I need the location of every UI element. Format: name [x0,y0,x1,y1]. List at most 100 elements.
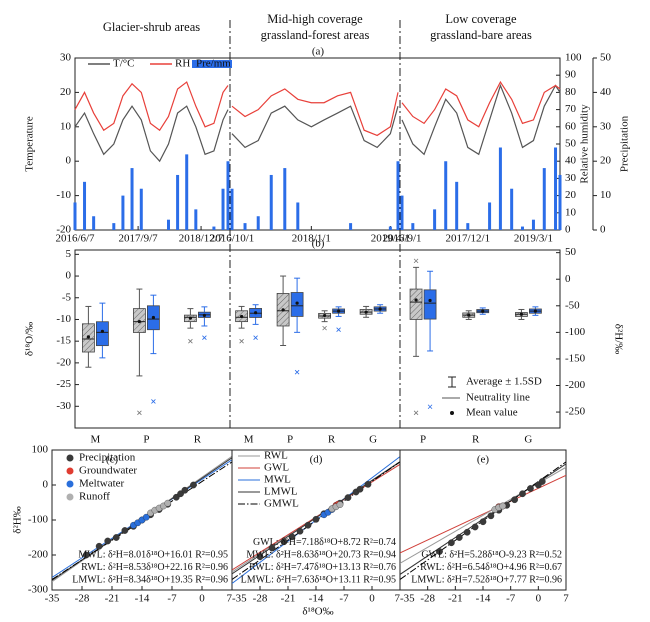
x-tick-label: P [143,434,149,446]
legend-label: Pre/mm [196,58,231,70]
legend-swatch [66,480,74,488]
mean [100,329,104,333]
legend-swatch [66,467,74,475]
panel-label: (e) [477,454,490,466]
point [356,485,364,493]
x-tick-label: M [244,434,254,446]
equation: MWL: δ²H=8.63δ¹⁸O+20.73 R²=0.94 [246,549,396,560]
y3-tick-label: 50 [600,52,612,64]
point [538,478,546,485]
point [364,480,372,488]
temperature-line [401,83,561,156]
x-tick-label: -28 [253,593,268,605]
x-tick-label: -7 [506,593,516,605]
y-tick-label: 0 [66,270,72,282]
legend-sd-symbol [448,376,456,388]
outlier [239,338,244,344]
x-tick-label: -35 [45,593,60,605]
x-tick-label: 2016/10/1 [210,233,255,245]
y2-tick-label: 20 [565,189,577,201]
y-tick-label: -100 [28,514,49,526]
x-tick-label: 0 [536,593,542,605]
mean [295,301,299,305]
legend-swatch [66,493,74,501]
equation: LMWL: δ²H=8.34δ¹⁸O+19.35 R²=0.96 [72,574,228,585]
x-tick-label: 7 [227,593,233,605]
point [471,523,479,531]
point [312,515,320,523]
legend-label: Average ± 1.5SD [466,376,542,388]
rh-line [231,88,399,137]
y2-tick-label: -200 [565,379,586,391]
y2-tick-label: 0 [565,224,571,236]
point [288,533,296,541]
mean [378,307,382,311]
outlier [188,338,193,344]
rh-line [74,81,229,132]
x-tick-label: M [91,434,101,446]
x-tick-label: -7 [167,593,177,605]
y-tick-label: 100 [32,444,49,456]
y3-tick-label: 0 [600,224,606,236]
point [190,481,197,489]
y-tick-label: 5 [66,248,72,260]
legend-label: Precipitation [79,452,136,464]
mean [86,335,90,339]
y2-tick-label: -50 [565,299,580,311]
x-tick-label: 2019/4/1 [371,233,410,245]
mean [533,309,538,313]
panel-b-frame [74,249,561,429]
region-title: Glacier-shrub areas [103,20,200,34]
temperature-line [231,105,399,149]
y-tick-label: 20 [60,86,72,98]
y2-tick-label: 50 [565,138,577,150]
outlier [336,327,341,332]
y-axis-label: δ¹⁸O/‰ [24,322,36,356]
y2-tick-label: 80 [565,86,577,98]
box [423,289,437,320]
x-tick-label: P [420,434,426,446]
x-tick-label: 7 [395,593,401,605]
point [436,548,443,555]
x-tick-label: -14 [476,593,491,605]
mean [281,308,285,312]
legend-label: Neutrality line [466,392,530,404]
box [96,321,109,347]
mean [323,313,327,318]
point [181,486,189,494]
point [95,542,103,550]
y2-tick-label: 100 [565,52,582,64]
y-tick-label: -10 [56,189,71,201]
mean [254,311,258,315]
x-tick-label: -14 [135,593,150,605]
y3-tick-label: 40 [600,86,612,98]
point [479,518,487,526]
x-tick-label: 2016/9/1 [382,233,421,245]
y-tick-label: -25 [56,378,71,390]
x-tick-label: 2018/12/7 [179,233,224,245]
panel-label: (c) [106,454,119,466]
x-tick-label: R [472,434,480,446]
point [511,496,518,504]
point [344,494,352,501]
x-tick-label: -21 [448,593,463,605]
equation: GWL: δ²H=7.18δ¹⁸O+8.72 R²=0.74 [253,537,396,548]
x-tick-label: R [328,434,336,446]
outlier [253,335,258,340]
y-tick-label: -30 [56,400,71,412]
region-title: grassland-forest areas [261,28,370,42]
equation: RWL: δ²H=7.47δ¹⁸O+13.13 R²=0.76 [249,562,396,573]
x-tick-label: G [524,434,532,446]
legend-label: Meltwater [79,478,125,490]
point [519,490,526,498]
point [463,528,471,536]
outlier [294,369,300,375]
point [455,534,463,541]
outlier [202,335,207,340]
x-tick-label: -7 [339,593,349,605]
x-tick-label: -28 [75,593,90,605]
equation: RWL: δ²H=6.54δ¹⁸O+4.96 R²=0.67 [420,562,562,573]
y-tick-label: -15 [56,335,71,347]
y-axis-label: δ²H‰ [12,506,24,533]
